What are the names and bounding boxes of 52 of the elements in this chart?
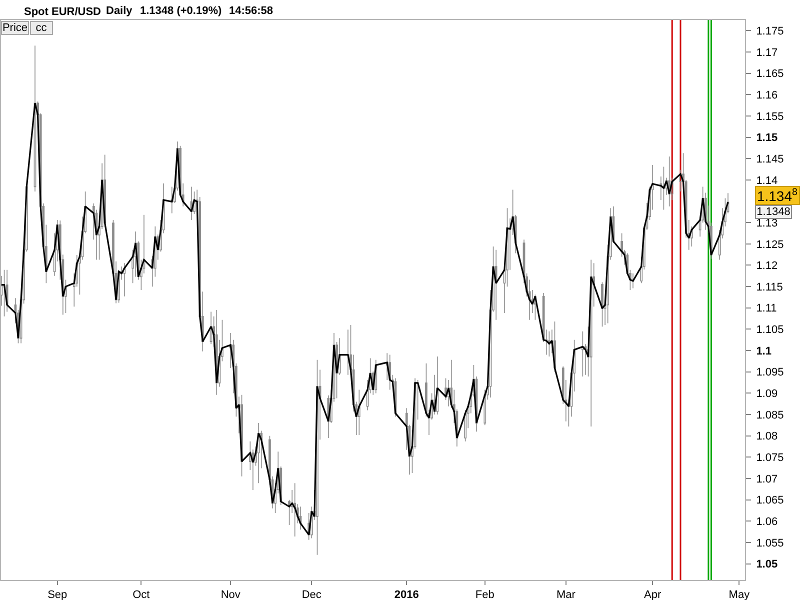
y-tick-label: 1.17	[756, 46, 778, 59]
candlestick	[662, 166, 665, 210]
x-tick-label: 2016	[394, 589, 419, 600]
text: 1.1348 (+0.19%)	[140, 5, 222, 17]
y-tick-label: 1.06	[756, 516, 778, 528]
x-tick-label: Nov	[220, 589, 241, 600]
y-tick-label: 1.16	[756, 89, 778, 102]
candlestick	[582, 330, 584, 377]
y-tick-label: 1.175	[756, 26, 784, 38]
candlestick	[534, 294, 536, 320]
y-tick-label: 1.105	[756, 324, 784, 336]
x-tick-label: Feb	[475, 589, 494, 600]
candlestick	[294, 482, 296, 537]
y-tick-label: 1.055	[756, 537, 784, 550]
candlestick	[436, 356, 439, 415]
x-tick-label: Dec	[302, 589, 322, 600]
y-tick-label: 1.08	[756, 430, 778, 443]
y-tick-label: 1.075	[756, 452, 784, 464]
text: 1.1348	[756, 206, 790, 218]
candlestick	[484, 389, 486, 426]
candlestick	[358, 389, 360, 436]
y-tick-label: 1.155	[756, 110, 784, 123]
y-tick-label: 1.09	[756, 388, 778, 400]
text: Daily	[106, 5, 134, 17]
y-tick-label: 1.085	[756, 409, 784, 422]
text: 14:56:58	[229, 5, 274, 17]
y-tick-label: 1.12	[756, 260, 778, 272]
annotation: cc	[36, 22, 48, 34]
y-tick-label: 1.05	[756, 558, 778, 571]
annotation: Price	[2, 22, 28, 34]
y-tick-label: 1.125	[756, 238, 784, 251]
y-tick-label: 1.14	[756, 174, 778, 187]
y-tick-label: 1.07	[756, 473, 778, 486]
y-tick-label: 1.095	[756, 366, 784, 379]
line-series	[1, 102, 729, 536]
y-tick-label: 1.165	[756, 68, 784, 80]
x-tick-label: Mar	[556, 589, 576, 600]
candlestick	[34, 45, 36, 192]
y-tick-label: 1.13	[756, 217, 778, 230]
chart-title: Spot EUR/USD	[24, 6, 102, 18]
y-tick-label: 1.065	[756, 494, 784, 507]
y-tick-label: 1.1	[756, 345, 772, 358]
x-tick-label: Oct	[132, 589, 150, 600]
text: 1.134$^{8}$	[756, 187, 798, 204]
y-tick-label: 1.115	[756, 281, 783, 294]
y-tick-label: 1.15	[756, 132, 778, 144]
candlestick	[123, 262, 126, 297]
y-tick-label: 1.11	[756, 302, 777, 315]
y-tick-label: 1.145	[756, 153, 784, 166]
candlestick	[3, 270, 6, 317]
candlestick	[601, 282, 604, 328]
candlestick	[346, 329, 350, 376]
